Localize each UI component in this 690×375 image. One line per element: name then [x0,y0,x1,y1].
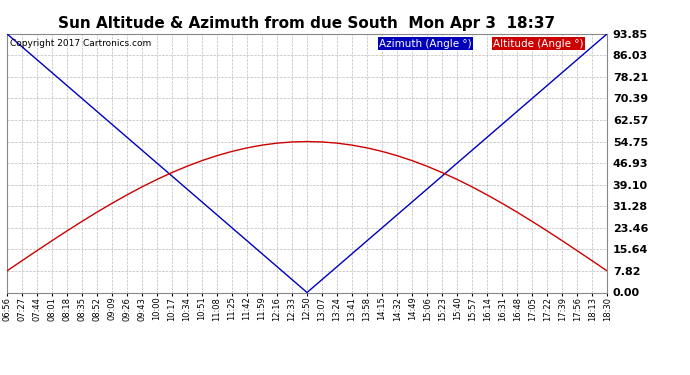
Text: Altitude (Angle °): Altitude (Angle °) [493,39,584,49]
Text: Copyright 2017 Cartronics.com: Copyright 2017 Cartronics.com [10,39,151,48]
Title: Sun Altitude & Azimuth from due South  Mon Apr 3  18:37: Sun Altitude & Azimuth from due South Mo… [59,16,555,31]
Text: Azimuth (Angle °): Azimuth (Angle °) [379,39,472,49]
